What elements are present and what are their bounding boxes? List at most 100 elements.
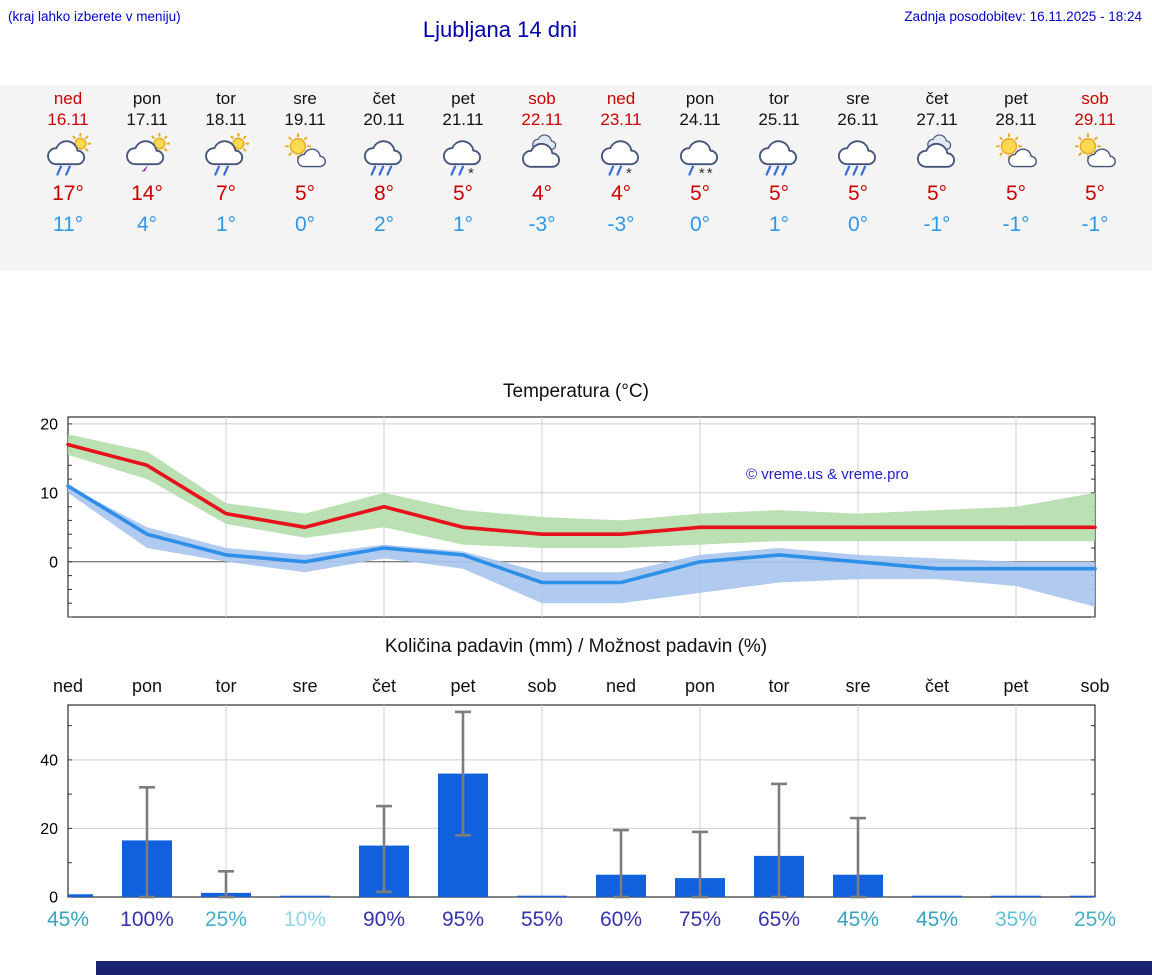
precip-day-label: sre <box>292 676 317 696</box>
sun-cloud-rain-icon <box>187 133 266 181</box>
day-date: 23.11 <box>600 110 642 129</box>
forecast-day: pon 17.11 14° 4° <box>108 89 187 237</box>
precip-probability-label: 10% <box>284 908 326 931</box>
day-high-temp: 4° <box>531 182 553 205</box>
precip-error-bar <box>376 804 392 894</box>
precip-error-bar <box>218 870 234 899</box>
min-temp-line <box>66 484 1097 585</box>
precip-probability-label: 45% <box>916 908 958 931</box>
precipitation-chart: ned pon tor sre čet pet sob ned pon tor sre čet pet s… <box>40 676 1116 931</box>
watermark-link[interactable]: © vreme.us & vreme.pro <box>746 466 909 483</box>
day-name: sob <box>1081 89 1109 108</box>
precip-probability-label: 45% <box>47 908 89 931</box>
day-date: 28.11 <box>995 110 1037 129</box>
precip-day-label: čet <box>372 676 396 696</box>
day-high-temp: 5° <box>452 182 474 205</box>
day-name: pon <box>685 89 715 108</box>
day-name: pet <box>451 89 475 108</box>
max-temp-line <box>66 442 1097 536</box>
precip-day-label: pet <box>1003 676 1028 696</box>
day-high-temp: 5° <box>926 182 948 205</box>
precip-probability-label: 55% <box>521 908 563 931</box>
precip-day-label: ned <box>53 676 83 696</box>
day-date: 21.11 <box>442 110 484 129</box>
precip-day-label: sob <box>527 676 556 696</box>
day-low-temp: -1° <box>1081 213 1109 236</box>
precip-probability-label: 45% <box>837 908 879 931</box>
forecast-day: ned 16.11 17° 11° <box>29 89 108 237</box>
temp-y-tick: 0 <box>49 554 58 571</box>
last-update-timestamp: Zadnja posodobitev: 16.11.2025 - 18:24 <box>904 9 1142 24</box>
temp-y-tick: 10 <box>40 485 58 502</box>
day-high-temp: 5° <box>768 182 790 205</box>
precip-bar <box>1070 895 1095 897</box>
precip-probability-label: 35% <box>995 908 1037 931</box>
cloud-rain-snow-icon: * <box>582 133 661 182</box>
day-date: 29.11 <box>1074 110 1116 129</box>
day-date: 22.11 <box>521 110 563 129</box>
day-date: 17.11 <box>126 110 168 129</box>
precipitation-chart-title: Količina padavin (mm) / Možnost padavin … <box>384 636 768 657</box>
cloud-icon <box>503 133 582 181</box>
sun-cloud-storm-icon <box>108 133 187 181</box>
day-date: 20.11 <box>363 110 405 129</box>
day-name: sob <box>528 89 556 108</box>
day-low-temp: -1° <box>1002 213 1030 236</box>
day-name: ned <box>53 89 83 108</box>
precip-day-label: ned <box>606 676 636 696</box>
footer-bar <box>96 961 1152 975</box>
day-low-temp: 4° <box>136 213 158 236</box>
precip-bar <box>517 895 567 897</box>
day-low-temp: 0° <box>294 213 316 236</box>
sun-cloud-icon <box>1056 133 1135 181</box>
precip-error-bar <box>850 816 866 899</box>
forecast-day: čet 27.11 5° -1° <box>898 89 977 237</box>
svg-text:*: * <box>626 165 632 179</box>
forecast-day: sob 29.11 5° -1° <box>1056 89 1135 237</box>
day-high-temp: 4° <box>610 182 632 205</box>
day-date: 18.11 <box>205 110 247 129</box>
day-low-temp: 0° <box>689 213 711 236</box>
day-low-temp: 1° <box>768 213 790 236</box>
day-high-temp: 5° <box>689 182 711 205</box>
day-date: 25.11 <box>758 110 800 129</box>
precip-y-tick: 0 <box>49 890 58 907</box>
precip-error-bar <box>771 782 787 899</box>
day-high-temp: 14° <box>131 182 163 205</box>
day-name: čet <box>372 89 396 108</box>
precip-bar <box>912 895 962 897</box>
day-name: tor <box>769 89 789 108</box>
forecast-day: pet 21.11 * 5° 1° <box>424 89 503 237</box>
forecast-day: sob 22.11 4° -3° <box>503 89 582 237</box>
day-date: 19.11 <box>284 110 326 129</box>
precip-day-label: tor <box>768 676 789 696</box>
forecast-day: sre 19.11 5° 0° <box>266 89 345 237</box>
sun-cloud-rain-icon <box>29 133 108 181</box>
day-name: ned <box>606 89 636 108</box>
sun-cloud-icon <box>266 133 345 181</box>
day-low-temp: 1° <box>452 213 474 236</box>
page-title: Ljubljana 14 dni <box>422 17 578 42</box>
precip-y-tick: 40 <box>40 752 58 769</box>
day-name: sre <box>293 89 317 108</box>
day-low-temp: -1° <box>923 213 951 236</box>
forecast-day: čet 20.11 8° 2° <box>345 89 424 237</box>
precip-probability-label: 25% <box>1074 908 1116 931</box>
cloud-snow-icon: * * <box>661 133 740 182</box>
day-name: pon <box>132 89 162 108</box>
precip-error-bar <box>455 710 471 837</box>
forecast-day: pet 28.11 5° -1° <box>977 89 1056 237</box>
day-low-temp: 0° <box>847 213 869 236</box>
forecast-day: tor 25.11 5° 1° <box>740 89 819 237</box>
sun-cloud-icon <box>977 133 1056 181</box>
precip-probability-label: 100% <box>120 908 174 931</box>
temp-y-tick: 20 <box>40 416 58 433</box>
forecast-day: pon 24.11 * * 5° 0° <box>661 89 740 237</box>
day-low-temp: 2° <box>373 213 395 236</box>
precip-plot-frame <box>67 704 1096 898</box>
day-high-temp: 5° <box>1084 182 1106 205</box>
day-low-temp: -3° <box>528 213 556 236</box>
day-name: čet <box>925 89 949 108</box>
day-low-temp: 11° <box>52 213 84 236</box>
forecast-day: sre 26.11 5° 0° <box>819 89 898 237</box>
